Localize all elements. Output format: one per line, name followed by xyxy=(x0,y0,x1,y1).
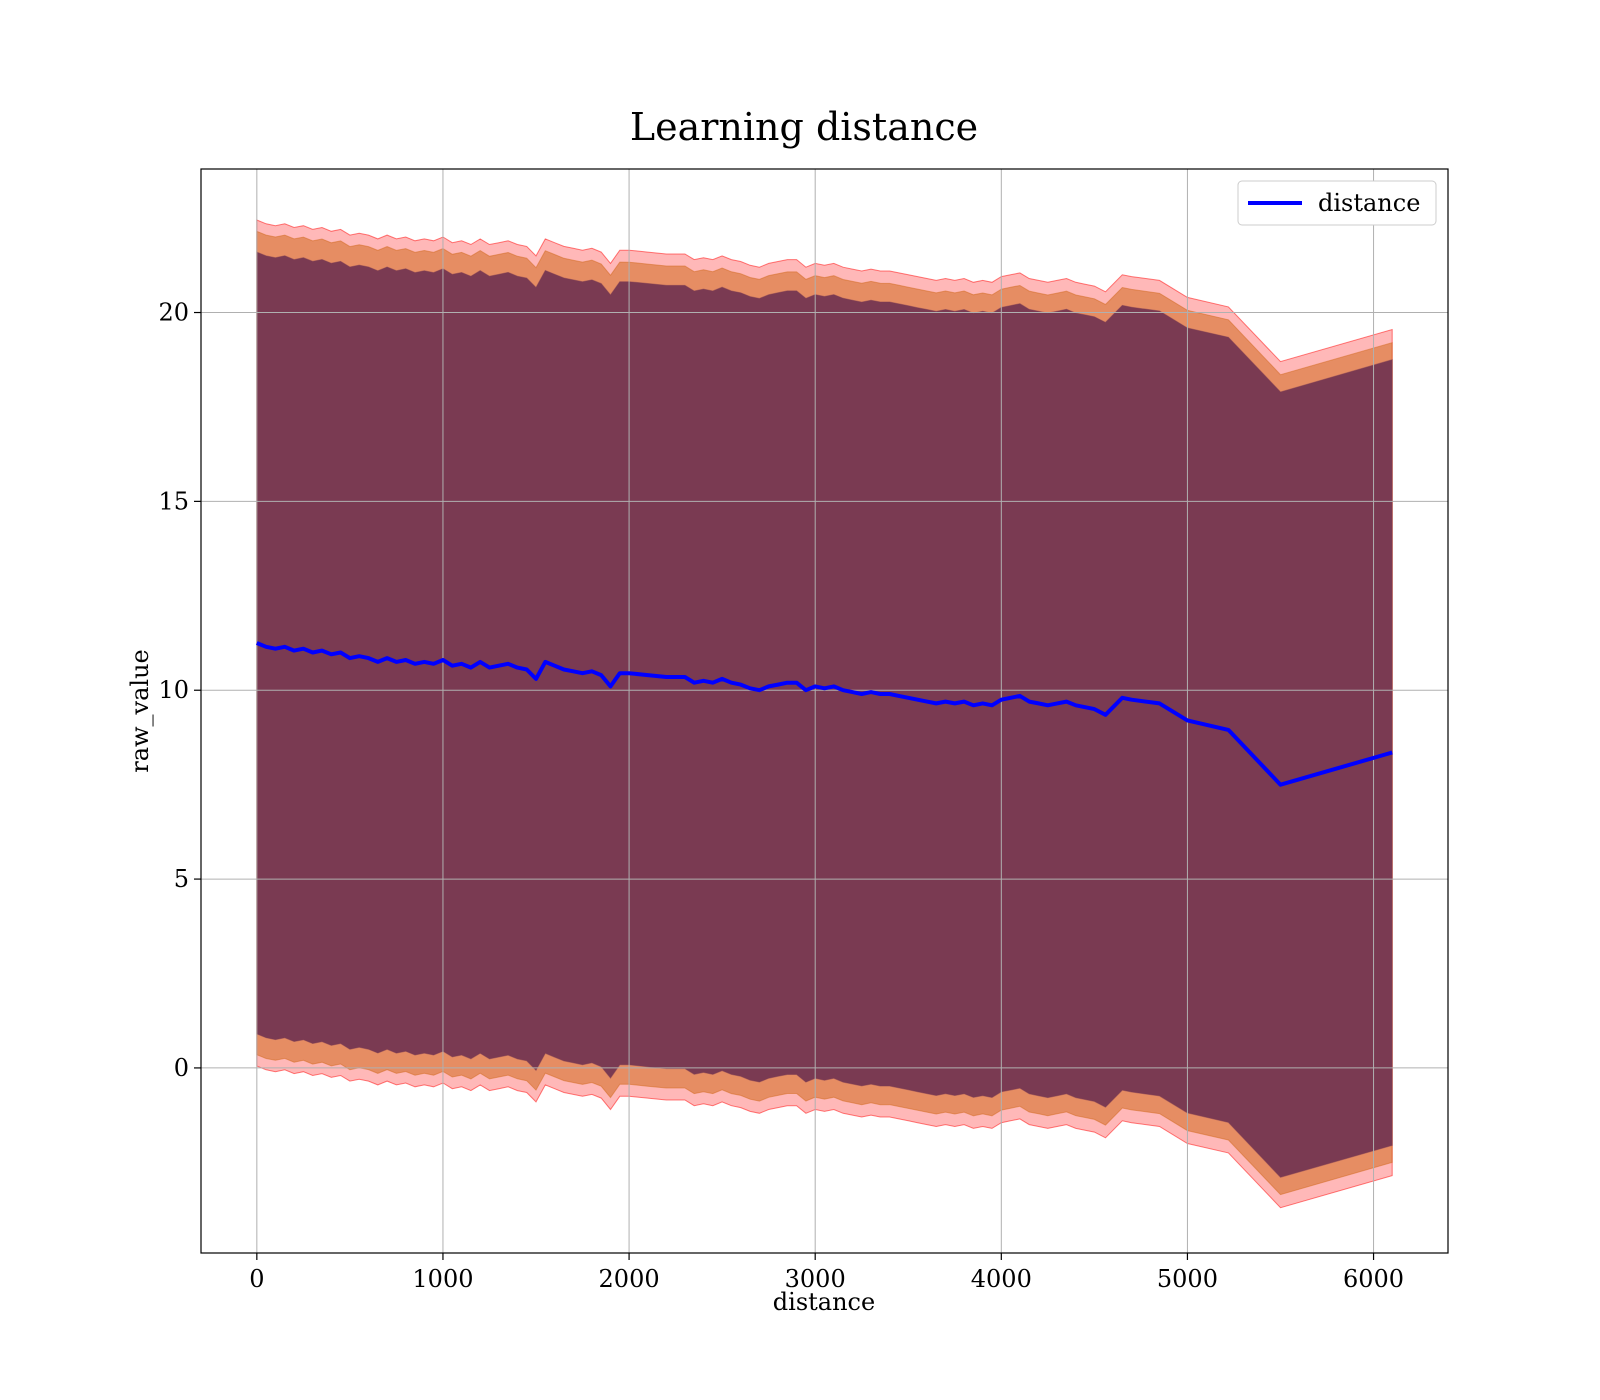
legend-box xyxy=(1237,180,1437,226)
x-tick-label: 3000 xyxy=(785,1265,846,1293)
series-line-distance xyxy=(256,641,1393,787)
axis-ticks: 0 1000 2000 3000 4000 5000 6000 0 5 10 15 20 xyxy=(158,299,1404,1293)
x-tick-label: 2000 xyxy=(599,1265,660,1293)
y-axis-label: raw_value xyxy=(126,649,154,773)
x-tick-label: 5000 xyxy=(1157,1265,1218,1293)
series-lines xyxy=(256,641,1393,787)
grid xyxy=(201,169,1448,1253)
plot-frame xyxy=(200,168,1449,1254)
x-axis-label: distance xyxy=(773,1288,875,1316)
y-tick-label: 0 xyxy=(174,1054,189,1082)
legend: distance xyxy=(1237,180,1437,226)
x-tick-label: 1000 xyxy=(412,1265,473,1293)
chart-title: Learning distance xyxy=(630,105,978,149)
y-tick-label: 15 xyxy=(158,487,189,515)
x-tick-label: 6000 xyxy=(1343,1265,1404,1293)
y-tick-label: 20 xyxy=(158,299,189,327)
x-tick-label: 4000 xyxy=(971,1265,1032,1293)
confidence-bands xyxy=(256,219,1393,1209)
band-inner xyxy=(256,251,1393,1178)
y-tick-label: 5 xyxy=(174,865,189,893)
y-tick-label: 10 xyxy=(158,676,189,704)
x-tick-label: 0 xyxy=(249,1265,264,1293)
legend-label: distance xyxy=(1318,189,1420,217)
